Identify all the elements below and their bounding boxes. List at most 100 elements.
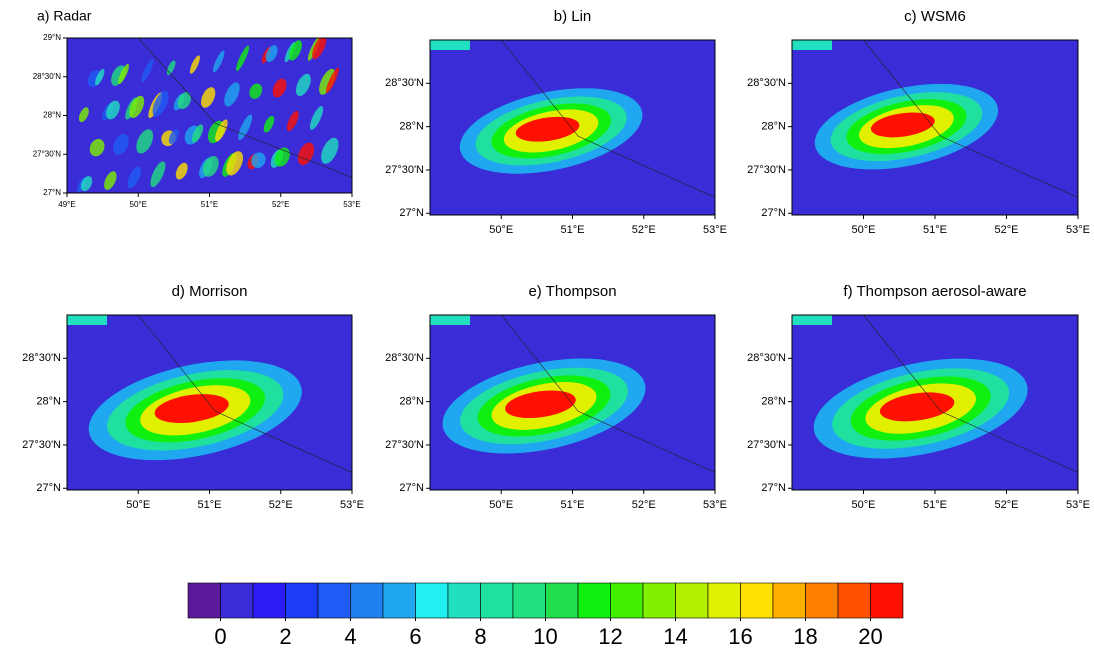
- colorbar-box: [220, 582, 254, 619]
- colorbar-box: [317, 582, 351, 619]
- echo: [274, 147, 290, 167]
- x-tick-label: 51°E: [561, 224, 585, 236]
- echo: [288, 40, 302, 61]
- echo: [150, 161, 166, 188]
- x-tick-label: 51°E: [201, 200, 218, 209]
- colorbar-box: [805, 582, 839, 619]
- x-tick-label: 50°E: [852, 224, 876, 236]
- echo: [312, 38, 327, 60]
- x-tick-label: 49°E: [58, 200, 75, 209]
- echo: [78, 107, 89, 123]
- y-tick-label: 27°30'N: [33, 149, 62, 158]
- y-tick-label: 27°N: [761, 482, 786, 494]
- echo: [236, 45, 250, 72]
- panel-title: e) Thompson: [528, 283, 616, 300]
- y-tick-label: 27°30'N: [747, 439, 786, 451]
- map: [67, 315, 352, 490]
- panel-title: a) Radar: [37, 8, 92, 24]
- colorbar-tick-label: 16: [728, 624, 752, 649]
- colorbar-box: [837, 582, 871, 619]
- echo: [136, 129, 154, 154]
- y-tick-label: 28°N: [399, 396, 424, 408]
- echo: [265, 45, 278, 63]
- x-tick-label: 52°E: [632, 499, 656, 511]
- y-tick-label: 27°N: [399, 482, 424, 494]
- border-line: [863, 40, 1078, 198]
- x-tick-label: 53°E: [703, 499, 727, 511]
- echo: [104, 171, 117, 190]
- colorbar-box: [577, 582, 611, 619]
- colorbar-box: [870, 582, 904, 619]
- y-tick-label: 27°N: [761, 207, 786, 219]
- echo: [80, 176, 93, 192]
- colorbar-box: [740, 582, 774, 619]
- map: [792, 40, 1078, 215]
- echo: [201, 87, 216, 108]
- echo: [168, 129, 179, 145]
- map: [67, 38, 352, 193]
- border-line: [501, 315, 715, 473]
- x-tick-label: 51°E: [561, 499, 585, 511]
- x-tick-label: 50°E: [489, 224, 513, 236]
- echo: [95, 68, 105, 86]
- x-tick-label: 51°E: [923, 499, 947, 511]
- colorbar-box: [480, 582, 514, 619]
- map: [430, 40, 715, 215]
- x-tick-label: 50°E: [489, 499, 513, 511]
- y-tick-label: 28°30'N: [747, 77, 786, 89]
- y-tick-label: 28°N: [761, 396, 786, 408]
- x-tick-label: 52°E: [995, 224, 1019, 236]
- echo: [113, 134, 129, 155]
- y-tick-label: 28°30'N: [33, 72, 62, 81]
- colorbar-tick-label: 18: [793, 624, 817, 649]
- echo: [213, 50, 225, 73]
- border-line: [863, 315, 1078, 473]
- echo: [202, 156, 219, 177]
- colorbar-tick-label: 4: [344, 624, 356, 649]
- echo: [177, 92, 192, 110]
- echo: [297, 142, 315, 166]
- colorbar-tick-label: 20: [858, 624, 882, 649]
- colorbar-box: [642, 582, 676, 619]
- y-tick-label: 28°30'N: [747, 352, 786, 364]
- colorbar-box: [707, 582, 741, 619]
- colorbar-tick-label: 12: [598, 624, 622, 649]
- echo: [272, 78, 287, 98]
- border-line: [501, 40, 715, 198]
- panel-title: d) Morrison: [172, 283, 248, 300]
- y-tick-label: 28°N: [36, 396, 61, 408]
- colorbar-box: [447, 582, 481, 619]
- y-tick-label: 27°N: [36, 482, 61, 494]
- x-tick-label: 52°E: [995, 499, 1019, 511]
- colorbar-tick-label: 2: [279, 624, 291, 649]
- echo: [118, 63, 129, 85]
- y-tick-label: 28°N: [399, 121, 424, 133]
- colorbar-tick-label: 0: [214, 624, 226, 649]
- echo: [192, 124, 204, 143]
- x-tick-label: 53°E: [343, 200, 360, 209]
- x-tick-label: 53°E: [1066, 499, 1090, 511]
- y-tick-label: 27°N: [43, 188, 61, 197]
- y-tick-label: 28°30'N: [22, 352, 61, 364]
- echo: [251, 152, 266, 169]
- echo: [226, 151, 244, 176]
- echo: [505, 390, 576, 419]
- echo: [310, 105, 324, 130]
- y-tick-label: 27°30'N: [385, 439, 424, 451]
- echo: [321, 137, 339, 164]
- corner-echo: [430, 315, 470, 325]
- border-line: [138, 38, 352, 178]
- echo: [189, 55, 200, 74]
- echo: [215, 119, 228, 142]
- echo: [141, 58, 154, 83]
- colorbar-tick-label: 8: [474, 624, 486, 649]
- colorbar-box: [772, 582, 806, 619]
- echo: [106, 100, 120, 120]
- echo: [249, 83, 263, 99]
- colorbar-box: [285, 582, 319, 619]
- echo: [295, 73, 311, 97]
- border-line: [138, 315, 352, 473]
- x-tick-label: 52°E: [272, 200, 289, 209]
- x-tick-label: 53°E: [340, 499, 364, 511]
